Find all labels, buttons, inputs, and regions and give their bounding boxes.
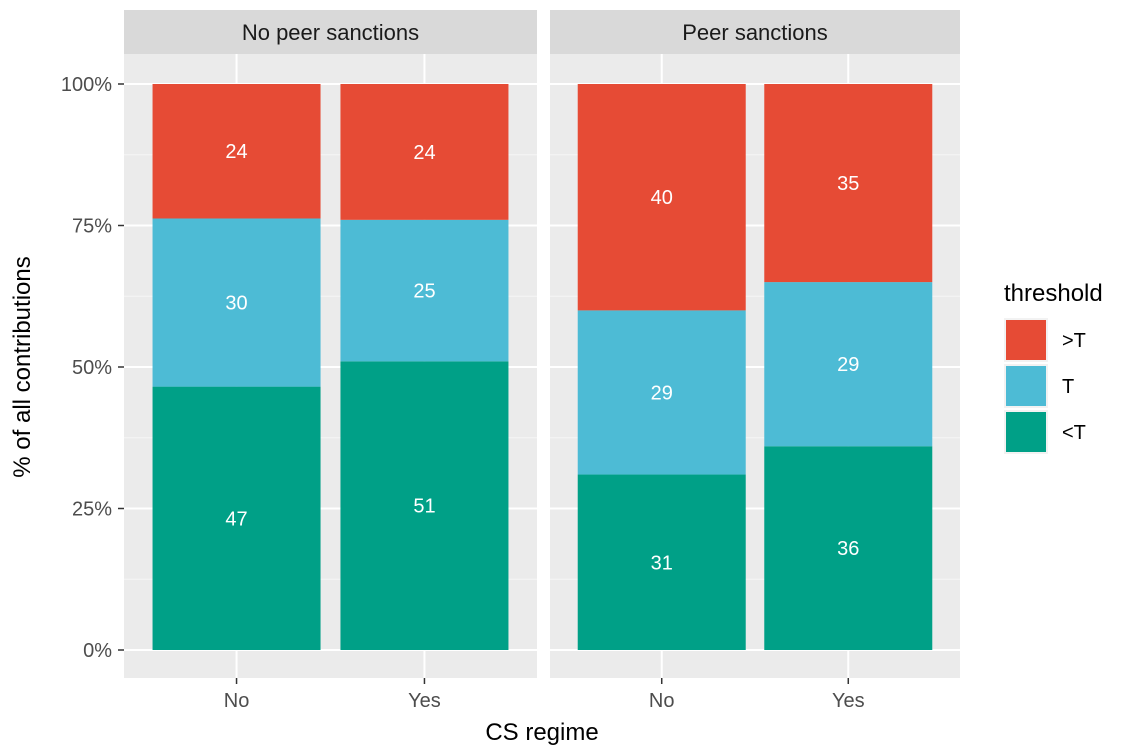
data-label: 24 — [225, 141, 247, 163]
legend-swatch — [1006, 366, 1046, 406]
legend-title: threshold — [1004, 280, 1103, 307]
y-axis: 0% 25% 50% 75% 100% — [61, 74, 124, 662]
data-label: 29 — [651, 382, 673, 404]
bar-segment — [577, 310, 746, 475]
bar-segment — [152, 84, 321, 219]
bar-segment — [340, 219, 509, 362]
bar-segment — [577, 84, 746, 311]
legend-swatch — [1006, 320, 1046, 360]
x-axis-title: CS regime — [485, 719, 598, 746]
y-tick-label: 0% — [83, 640, 112, 662]
y-tick-label: 25% — [72, 499, 112, 521]
data-label: 25 — [413, 281, 435, 303]
bar-segment — [152, 386, 321, 650]
y-tick-label: 75% — [72, 216, 112, 238]
bar-segment — [152, 218, 321, 387]
legend-item: <T — [1004, 410, 1086, 454]
legend-swatch — [1006, 412, 1046, 452]
data-label: 51 — [413, 496, 435, 518]
facet-panel: No peer sanctions 47 30 24 No 51 25 24 Yes — [124, 10, 537, 712]
legend-label: >T — [1062, 330, 1086, 352]
facet-panel: Peer sanctions 31 29 40 No 36 29 35 Yes — [550, 10, 960, 712]
data-label: 31 — [651, 552, 673, 574]
legend-item: >T — [1004, 318, 1086, 362]
legend: threshold >T T <T — [1004, 280, 1103, 454]
data-label: 40 — [651, 187, 673, 209]
data-label: 29 — [837, 354, 859, 376]
x-tick-label: No — [649, 690, 675, 712]
x-tick-label: Yes — [408, 690, 441, 712]
bar-segment — [577, 474, 746, 650]
data-label: 36 — [837, 538, 859, 560]
bar-segment — [340, 361, 509, 650]
bar-segment — [764, 84, 933, 283]
y-axis-title: % of all contributions — [9, 256, 36, 477]
data-label: 24 — [413, 142, 435, 164]
x-tick-label: No — [224, 690, 250, 712]
legend-item: T — [1004, 364, 1074, 408]
bar-segment — [764, 446, 933, 650]
x-tick-label: Yes — [832, 690, 865, 712]
facet-strip — [550, 10, 960, 54]
data-label: 47 — [225, 508, 247, 530]
legend-label: <T — [1062, 422, 1086, 444]
legend-label: T — [1062, 376, 1074, 398]
facet-title: No peer sanctions — [242, 20, 419, 45]
data-label: 35 — [837, 173, 859, 195]
data-label: 30 — [225, 293, 247, 315]
bar-segment — [764, 282, 933, 447]
y-tick-label: 50% — [72, 357, 112, 379]
facet-title: Peer sanctions — [682, 20, 828, 45]
facet-strip — [124, 10, 537, 54]
bar-segment — [340, 84, 509, 220]
y-tick-label: 100% — [61, 74, 112, 96]
